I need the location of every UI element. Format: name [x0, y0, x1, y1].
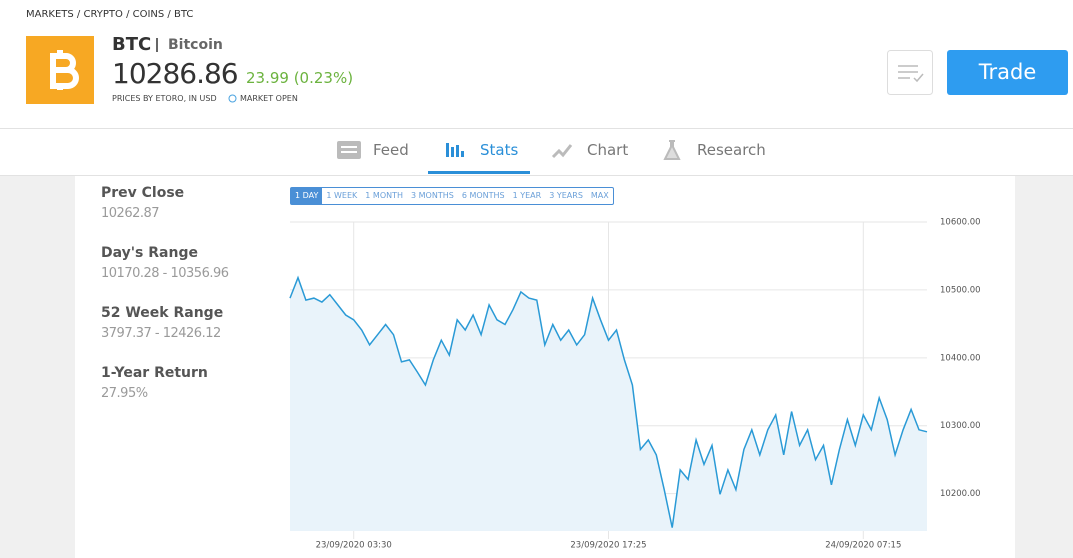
watchlist-button[interactable] [887, 50, 934, 96]
trade-button[interactable]: Trade [947, 50, 1068, 95]
symbol: BTC [112, 34, 152, 55]
tab[interactable]: Research [697, 141, 766, 159]
range-button[interactable]: 1 WEEK [326, 191, 358, 200]
asset-name: Bitcoin [156, 38, 223, 52]
stat-value: 10170.28 - 10356.96 [101, 266, 229, 281]
range-button[interactable]: 1 YEAR [512, 191, 542, 200]
range-button[interactable]: 1 MONTH [365, 191, 404, 200]
range-selector: 1 DAY 1 WEEK 1 MONTH 3 MONTHS 6 MONTHS 1 YEAR… [290, 187, 614, 205]
market-status: MARKET OPEN [240, 94, 298, 103]
content-panel [75, 176, 1015, 558]
price-note: PRICES BY ETORO, IN USD [112, 94, 217, 103]
tab[interactable]: Stats [480, 141, 519, 159]
range-button[interactable]: MAX [590, 191, 609, 200]
stat-label: 52 Week Range [101, 305, 224, 321]
range-button[interactable]: 3 YEARS [549, 191, 583, 200]
coin-logo [26, 36, 94, 104]
divider [0, 128, 1073, 129]
stat-value: 10262.87 [101, 206, 160, 221]
breadcrumb[interactable]: MARKETS / CRYPTO / COINS / BTC [26, 9, 194, 20]
tab-icons [337, 140, 681, 160]
tab[interactable]: Chart [587, 141, 629, 159]
stat-value: 27.95% [101, 386, 148, 401]
active-tab-underline [428, 171, 530, 174]
price: 10286.86 [112, 57, 239, 90]
stat-value: 3797.37 - 12426.12 [101, 326, 221, 341]
stat-label: Day's Range [101, 245, 198, 261]
price-change: 23.99 (0.23%) [246, 69, 354, 87]
tab[interactable]: Feed [373, 141, 409, 159]
range-button[interactable]: 3 MONTHS [411, 191, 454, 200]
stat-label: Prev Close [101, 185, 185, 201]
range-button[interactable]: 1 DAY [291, 188, 323, 204]
stat-label: 1-Year Return [101, 365, 208, 381]
range-button[interactable]: 6 MONTHS [461, 191, 505, 200]
clock-icon [228, 94, 237, 103]
